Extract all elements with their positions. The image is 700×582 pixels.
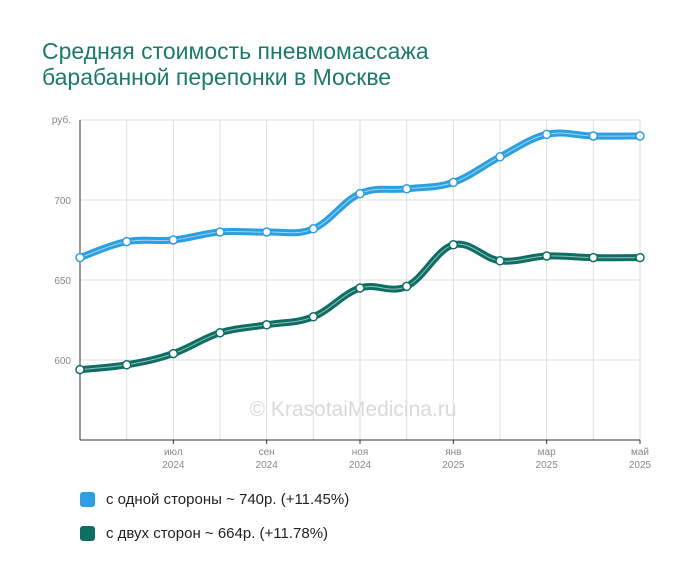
data-point	[215, 227, 225, 237]
data-point	[121, 360, 132, 370]
data-point	[635, 252, 645, 263]
legend-swatch-two-sides	[80, 525, 95, 541]
data-point	[588, 252, 599, 263]
chart-title: Средняя стоимость пневмомассажа барабанн…	[42, 38, 602, 90]
y-tick-label: 700	[54, 196, 71, 207]
data-point	[448, 240, 459, 250]
x-tick-label-month: май	[631, 447, 649, 458]
data-point	[588, 131, 599, 141]
data-point	[355, 188, 365, 199]
legend-item-two-sides[interactable]: с двух сторон ~ 664р. (+11.78%)	[80, 522, 349, 544]
y-tick-label: 600	[54, 356, 71, 367]
x-tick-label-year: 2024	[256, 460, 279, 471]
data-point	[308, 224, 319, 234]
data-point	[541, 251, 552, 261]
data-point	[635, 131, 645, 141]
x-tick-label-month: мар	[538, 447, 556, 458]
data-point	[495, 152, 505, 162]
data-point	[168, 235, 179, 245]
data-point	[401, 184, 412, 194]
data-point	[75, 252, 85, 263]
legend-item-one-side[interactable]: с одной стороны ~ 740р. (+11.45%)	[80, 488, 349, 510]
axis-labels: 600 650 700 руб. июл 2024 сен 2024 ноя 2024 янв 202…	[52, 114, 652, 471]
series-one-side	[75, 129, 645, 263]
x-tick-label-year: 2025	[536, 460, 559, 471]
data-point	[401, 281, 412, 292]
legend-swatch-one-side	[80, 491, 95, 507]
grid	[79, 119, 641, 444]
data-point	[261, 227, 272, 237]
x-tick-label-year: 2025	[442, 460, 465, 471]
x-tick-label-year: 2024	[349, 460, 372, 471]
x-tick-label-month: сен	[259, 447, 275, 458]
data-point	[355, 283, 365, 293]
data-point	[308, 312, 319, 322]
line-chart: © KrasotaiMedicina.ru 600 650 700 руб. июл 20…	[52, 114, 652, 471]
y-tick-label: 650	[54, 276, 71, 287]
series-layer	[75, 129, 645, 375]
x-tick-label-year: 2024	[162, 460, 185, 471]
x-tick-label-month: янв	[445, 447, 461, 458]
data-point	[215, 328, 225, 338]
data-point	[168, 348, 179, 359]
data-point	[121, 236, 132, 247]
data-point	[261, 320, 272, 330]
data-point	[541, 129, 552, 140]
data-point	[495, 256, 505, 266]
series-two-sides	[75, 240, 645, 375]
x-tick-label-month: ноя	[352, 447, 369, 458]
chart-title-line-2: барабанной перепонки в Москве	[42, 64, 392, 90]
x-tick-label-year: 2025	[629, 460, 652, 471]
chart-title-line-1: Средняя стоимость пневмомассажа	[42, 38, 429, 64]
watermark: © KrasotaiMedicina.ru	[250, 398, 457, 421]
x-tick-label-month: июл	[164, 447, 183, 458]
legend: с одной стороны ~ 740р. (+11.45%) с двух…	[80, 488, 349, 556]
data-point	[75, 364, 85, 375]
y-axis-unit-label: руб.	[52, 114, 71, 126]
legend-label-one-side: с одной стороны ~ 740р. (+11.45%)	[106, 490, 350, 508]
legend-label-two-sides: с двух сторон ~ 664р. (+11.78%)	[106, 524, 329, 542]
data-point	[448, 177, 459, 188]
